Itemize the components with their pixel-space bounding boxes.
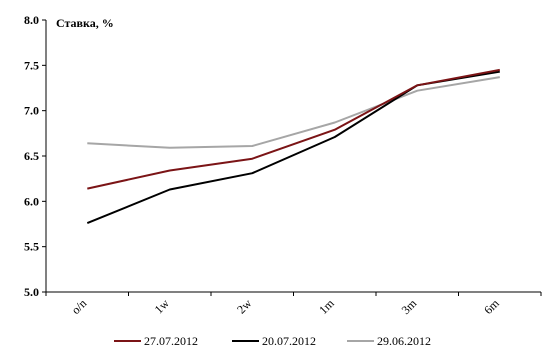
legend-label: 27.07.2012	[144, 334, 198, 348]
series-line	[87, 68, 500, 190]
y-tick-label: 8.0	[24, 13, 39, 27]
y-tick-label: 5.5	[24, 240, 39, 254]
x-tick-label: o/n	[69, 296, 90, 317]
series-lines	[86, 68, 500, 225]
series-line	[87, 76, 500, 149]
x-tick-label: 1m	[316, 296, 337, 317]
legend: 27.07.2012 20.07.2012 29.06.2012	[114, 334, 431, 348]
y-axis-label: Ставка, %	[56, 16, 114, 30]
legend-item: 27.07.2012	[114, 334, 198, 348]
legend-item: 20.07.2012	[232, 334, 316, 348]
x-tick-label: 6m	[481, 296, 502, 317]
x-axis-ticks: o/n 1w 2w 1m 3m 6m	[45, 292, 542, 317]
x-tick-label: 1w	[152, 296, 173, 317]
legend-label: 20.07.2012	[262, 334, 316, 348]
x-tick-label: 3m	[399, 296, 420, 317]
legend-label: 29.06.2012	[377, 334, 431, 348]
legend-item: 29.06.2012	[347, 334, 431, 348]
y-tick-label: 6.0	[24, 194, 39, 208]
y-tick-label: 5.0	[24, 285, 39, 299]
x-tick-label: 2w	[234, 296, 255, 317]
y-tick-label: 6.5	[24, 149, 39, 163]
y-tick-label: 7.0	[24, 104, 39, 118]
y-tick-label: 7.5	[24, 58, 39, 72]
y-axis-ticks: 5.0 5.5 6.0 6.5 7.0 7.5 8.0	[24, 13, 46, 299]
